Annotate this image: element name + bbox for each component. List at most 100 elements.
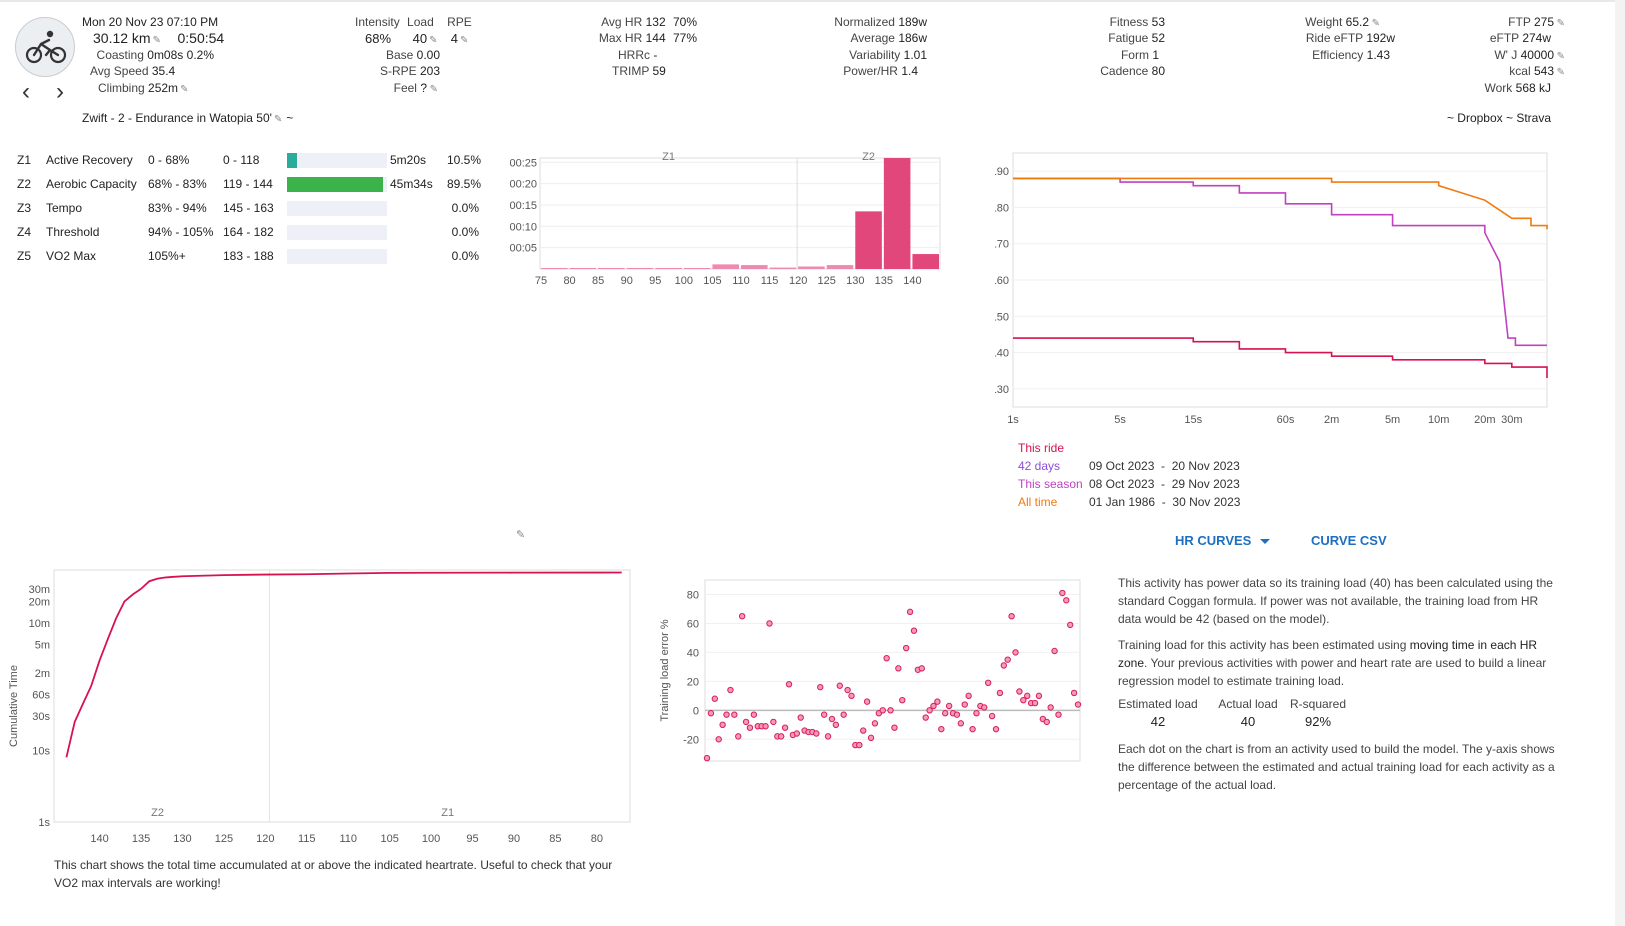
scatter-point [781, 724, 789, 731]
edit-kcal-icon[interactable]: ✎ [1556, 67, 1565, 78]
cumulative-y-tick: 30s [32, 711, 50, 723]
distance-value[interactable]: 30.12 km [93, 30, 151, 46]
histogram-x-tick: 125 [818, 275, 836, 287]
histogram-x-tick: 100 [675, 275, 693, 287]
edit-climbing-icon[interactable]: ✎ [180, 84, 189, 95]
scatter-point [723, 711, 730, 718]
top-border [0, 0, 1625, 2]
scatter-point [719, 721, 726, 729]
fitness-row: Fitness 53 [1040, 14, 1165, 31]
scatter-point [1004, 656, 1011, 663]
vertical-scrollbar[interactable] [1615, 0, 1625, 926]
load-label: Load [407, 15, 434, 29]
edit-feel-icon[interactable]: ✎ [429, 84, 438, 95]
scatter-point [906, 608, 914, 616]
scatter-point [1066, 621, 1074, 629]
cumulative-zone-label: Z1 [441, 807, 454, 819]
avg-speed-row: Avg Speed 35.4 [90, 63, 175, 80]
activity-avatar[interactable] [15, 17, 75, 77]
scatter-point [813, 730, 820, 737]
edit-ftp-icon[interactable]: ✎ [1556, 18, 1565, 29]
hr-histogram-chart: 00:05 00:10 00:15 00:20 00:25 Z1 Z2 75 80 85 90 95 1… [509, 151, 941, 287]
edit-weight-icon[interactable]: ✎ [1371, 18, 1380, 29]
edit-distance-icon[interactable]: ✎ [152, 35, 161, 46]
edit-wprime-icon[interactable]: ✎ [1556, 51, 1565, 62]
climbing-value[interactable]: 252m [148, 81, 179, 95]
wprime-value[interactable]: 40000 [1520, 48, 1554, 62]
activity-name[interactable]: Zwift - 2 - Endurance in Watopia 50' [82, 111, 272, 125]
scatter-point [902, 644, 910, 652]
curve-csv-button[interactable]: CURVE CSV [1311, 533, 1387, 548]
cumulative-zone-label: Z2 [151, 807, 164, 819]
fatigue-label: Fatigue [1108, 31, 1149, 45]
scatter-point [883, 654, 890, 662]
scatter-y-tick: 80 [687, 589, 699, 601]
efficiency-value: 1.43 [1366, 48, 1390, 62]
edit-chart-icon[interactable]: ✎ [516, 529, 526, 541]
rpe-value[interactable]: 4 [450, 31, 458, 46]
zone-pct: 83% - 94% [148, 201, 207, 215]
kcal-value[interactable]: 543 [1533, 64, 1554, 78]
load-value[interactable]: 40 [412, 31, 428, 46]
scatter-point [1051, 647, 1058, 655]
zone-name: Tempo [46, 201, 83, 215]
zone-share: 10.5% [447, 153, 482, 167]
zone-time: 5m20s [390, 153, 427, 167]
next-activity-button[interactable]: › [56, 78, 64, 105]
sources-links[interactable]: ~ Dropbox ~ Strava [1446, 111, 1551, 125]
edit-rpe-icon[interactable]: ✎ [459, 35, 469, 46]
hr-curves-x-tick: 15s [1184, 414, 1202, 426]
histogram-y-tick: 00:10 [509, 221, 537, 233]
legend-item-label[interactable]: All time [1018, 495, 1058, 509]
histogram-bar [541, 268, 568, 269]
cumulative-y-tick: 1s [38, 817, 50, 829]
zone-bar-fill [287, 153, 298, 168]
zone-share: 0.0% [451, 249, 479, 263]
normalized-value: 189w [898, 15, 927, 29]
hrrc-row: HRRc - [618, 47, 657, 64]
zone-share: 0.0% [451, 225, 479, 239]
prev-activity-button[interactable]: ‹ [22, 78, 30, 105]
hr-curves-y-tick: 130 [995, 384, 1009, 396]
legend-item-label[interactable]: This season [1018, 477, 1083, 491]
feel-value[interactable]: ? [420, 81, 427, 95]
scatter-point [957, 720, 965, 727]
hr-curve-line [1013, 337, 1548, 378]
zone-name: Aerobic Capacity [46, 177, 137, 191]
cumulative-x-tick: 80 [591, 833, 603, 845]
histogram-bar [855, 211, 882, 269]
cumulative-x-tick: 115 [298, 833, 316, 845]
scatter-point [824, 733, 832, 740]
power-hr-row: Power/HR 1.4 [800, 63, 918, 80]
histogram-bar [912, 254, 939, 269]
hr-curves-dropdown[interactable]: HR CURVES [1175, 533, 1270, 548]
histogram-bar [626, 268, 654, 269]
scatter-point [1070, 689, 1078, 697]
zone-bpm: 119 - 144 [223, 177, 273, 191]
scatter-point [844, 686, 851, 694]
legend-item-label[interactable]: 42 days [1018, 459, 1061, 473]
scatter-point [988, 712, 996, 720]
wprime-label: W' J [1494, 48, 1518, 62]
scatter-point [969, 725, 976, 733]
intensity-label: Intensity [355, 15, 400, 29]
ftp-value[interactable]: 275 [1533, 15, 1554, 29]
legend-item-label[interactable]: This ride [1018, 441, 1065, 455]
zone-share: 0.0% [451, 201, 479, 215]
zone-row-z1: Z1 Active Recovery 0 - 68% 0 - 118 5m20s 10.5… [17, 150, 497, 170]
edit-load-icon[interactable]: ✎ [429, 35, 438, 46]
zone-bpm: 0 - 118 [223, 153, 260, 167]
scatter-point [731, 711, 738, 718]
cumulative-x-tick: 135 [132, 833, 150, 845]
hr-curves-y-tick: 180 [995, 202, 1009, 214]
cumulative-y-tick: 5m [35, 640, 50, 652]
max-hr-value: 144 [645, 31, 666, 45]
zone-id: Z3 [17, 201, 32, 215]
edit-name-icon[interactable]: ✎ [273, 114, 283, 125]
load-values: 68% 40 ✎ 4 ✎ [365, 30, 469, 47]
weight-value[interactable]: 65.2 [1345, 15, 1369, 29]
scatter-point [934, 698, 941, 705]
scatter-point [840, 711, 847, 718]
scatter-point [1059, 589, 1066, 597]
max-hr-row: Max HR 144 77% [560, 30, 697, 47]
